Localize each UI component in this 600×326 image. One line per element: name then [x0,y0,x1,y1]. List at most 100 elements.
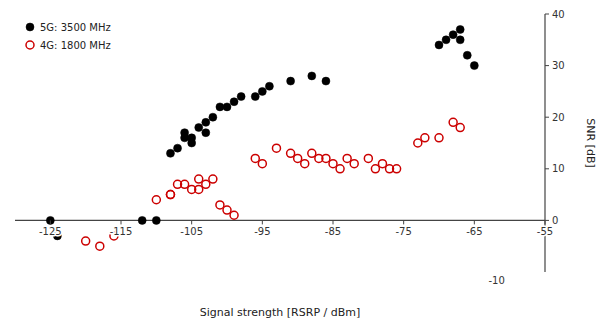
axes [15,14,545,272]
point [421,134,429,142]
tick-mark [50,220,51,224]
tick-mark [474,220,475,224]
data [46,25,478,250]
tick-mark [545,117,549,118]
point [308,149,316,157]
point [258,87,266,95]
point [456,124,464,132]
point [251,154,259,162]
point [336,165,344,173]
point [174,144,182,152]
x-axis-line [15,220,545,221]
point [322,77,330,85]
point [265,82,273,90]
tick-mark [545,14,549,15]
tick-mark [545,168,549,169]
point [181,129,189,137]
x-ticks: -125-115-105-95-85-75-65-55 [39,220,553,237]
tick-label: 10 [552,163,565,174]
point [435,134,443,142]
point [195,124,203,132]
point [322,154,330,162]
legend-marker [26,41,34,49]
tick-label: -125 [39,226,62,237]
tick-label: 0 [552,215,558,226]
legend-label: 4G: 1800 MHz [40,40,111,51]
point [294,154,302,162]
point [230,211,238,219]
point [181,180,189,188]
annotation: -10 [488,275,504,286]
point [202,118,210,126]
point [414,139,422,147]
tick-label: -65 [466,226,482,237]
point [82,237,90,245]
tick-mark [191,220,192,224]
legend-marker [26,23,34,31]
point [470,62,478,70]
point [308,72,316,80]
series [46,25,478,239]
series [82,118,465,250]
point [202,129,210,137]
point [463,51,471,59]
point [449,118,457,126]
y-ticks: 0 10 20 30 40 [545,9,565,226]
point [329,160,337,168]
point [166,191,174,199]
point [209,175,217,183]
legend: 5G: 3500 MHz 4G: 1800 MHz [26,22,111,51]
point [435,41,443,49]
tick-label: 30 [552,60,565,71]
tick-label: 40 [552,9,565,20]
tick-mark [545,65,549,66]
point [195,175,203,183]
point [456,36,464,44]
point [166,149,174,157]
point [364,154,372,162]
tick-mark [262,220,263,224]
point [188,134,196,142]
point [343,154,351,162]
y-axis-label: SNR [dB] [584,118,597,167]
point [209,113,217,121]
point [230,98,238,106]
point [301,160,309,168]
tick-mark [545,220,549,221]
point [449,31,457,39]
point [152,216,160,224]
chart: -125-115-105-95-85-75-65-55010203040-10S… [0,0,600,326]
tick-label: -55 [537,226,553,237]
point [371,165,379,173]
point [223,206,231,214]
point [287,77,295,85]
point [393,165,401,173]
point [442,36,450,44]
point [166,191,174,199]
point [138,216,146,224]
tick-label: -95 [254,226,270,237]
point [272,144,280,152]
point [378,160,386,168]
tick-mark [333,220,334,224]
tick-label: -75 [395,226,411,237]
point [287,149,295,157]
point [350,160,358,168]
point [195,185,203,193]
legend-label: 5G: 3500 MHz [40,22,111,33]
tick-label: -85 [325,226,341,237]
tick-label: 20 [552,112,565,123]
x-axis-label: Signal strength [RSRP / dBm] [200,306,361,319]
tick-label: -105 [180,226,203,237]
tick-mark [403,220,404,224]
background [0,0,600,326]
point [223,103,231,111]
point [251,93,259,101]
point [216,103,224,111]
point [46,216,54,224]
point [152,196,160,204]
point [456,25,464,33]
tick-mark [545,220,546,224]
point [202,180,210,188]
point [216,201,224,209]
